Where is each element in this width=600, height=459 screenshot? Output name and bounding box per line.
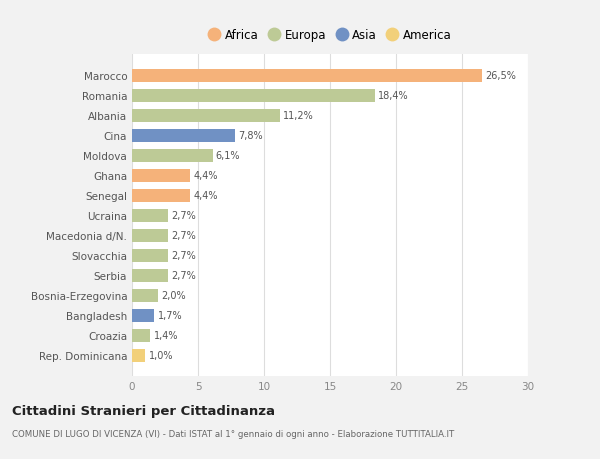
Bar xyxy=(132,229,167,242)
Text: 4,4%: 4,4% xyxy=(193,171,218,181)
Text: 26,5%: 26,5% xyxy=(485,71,516,81)
Text: 1,0%: 1,0% xyxy=(149,350,173,360)
Bar xyxy=(132,349,145,362)
Bar xyxy=(132,90,375,102)
Text: 1,4%: 1,4% xyxy=(154,330,178,340)
Text: 1,7%: 1,7% xyxy=(158,310,182,320)
Bar xyxy=(132,189,190,202)
Text: 6,1%: 6,1% xyxy=(216,151,241,161)
Bar xyxy=(132,169,190,182)
Bar xyxy=(132,309,154,322)
Bar xyxy=(132,329,151,342)
Bar xyxy=(132,269,167,282)
Bar xyxy=(132,150,212,162)
Bar xyxy=(132,110,280,123)
Text: 2,0%: 2,0% xyxy=(162,291,187,301)
Text: 18,4%: 18,4% xyxy=(378,91,409,101)
Text: 7,8%: 7,8% xyxy=(238,131,263,141)
Text: 2,7%: 2,7% xyxy=(171,231,196,241)
Bar xyxy=(132,289,158,302)
Bar xyxy=(132,70,482,83)
Legend: Africa, Europa, Asia, America: Africa, Europa, Asia, America xyxy=(205,26,455,45)
Text: 2,7%: 2,7% xyxy=(171,270,196,280)
Text: 4,4%: 4,4% xyxy=(193,191,218,201)
Text: 11,2%: 11,2% xyxy=(283,111,314,121)
Text: COMUNE DI LUGO DI VICENZA (VI) - Dati ISTAT al 1° gennaio di ogni anno - Elabora: COMUNE DI LUGO DI VICENZA (VI) - Dati IS… xyxy=(12,429,454,438)
Bar xyxy=(132,129,235,142)
Bar xyxy=(132,249,167,262)
Text: Cittadini Stranieri per Cittadinanza: Cittadini Stranieri per Cittadinanza xyxy=(12,404,275,417)
Text: 2,7%: 2,7% xyxy=(171,251,196,261)
Bar xyxy=(132,209,167,222)
Text: 2,7%: 2,7% xyxy=(171,211,196,221)
